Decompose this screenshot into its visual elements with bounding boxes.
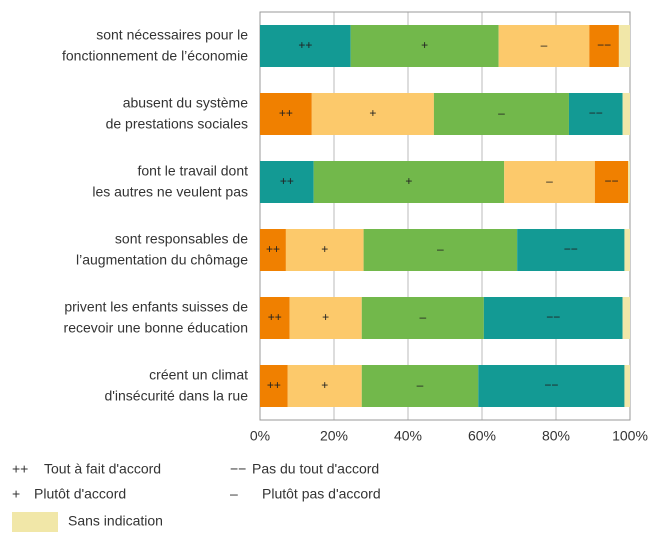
bar-segment (285, 229, 364, 271)
category-label: sont responsables de (115, 231, 248, 247)
segment-label: – (498, 106, 505, 120)
category-label: créent un climat (149, 367, 248, 383)
bar-segment (361, 297, 484, 339)
bar-segment (260, 25, 351, 67)
bar-segment (478, 365, 625, 407)
segment-label: + (369, 106, 376, 120)
legend-swatch (12, 512, 58, 532)
bar-segment (624, 229, 630, 271)
bar-segment (361, 365, 479, 407)
segment-label: – (437, 242, 444, 256)
bar-segment (568, 93, 623, 135)
segment-label: ++ (280, 174, 294, 188)
segment-label: + (321, 378, 328, 392)
segment-label: – (419, 310, 426, 324)
segment-label: – (546, 174, 553, 188)
x-tick-label: 0% (250, 428, 270, 444)
bar-segment (589, 25, 619, 67)
legend-label: Sans indication (68, 513, 163, 529)
segment-label: −− (589, 106, 603, 120)
category-label: les autres ne veulent pas (92, 184, 248, 200)
bar-segment (363, 229, 518, 271)
legend-symbol: ++ (12, 461, 28, 477)
bar-segment (498, 25, 590, 67)
segment-label: −− (564, 242, 578, 256)
category-label: font le travail dont (137, 163, 248, 179)
category-label: d'insécurité dans la rue (104, 388, 248, 404)
legend-label: Pas du tout d'accord (252, 461, 379, 477)
segment-label: ++ (267, 378, 281, 392)
segment-label: −− (546, 310, 560, 324)
bar-segment (260, 229, 286, 271)
bar-segment (622, 93, 630, 135)
legend-symbol: – (230, 486, 238, 502)
bar-segment (483, 297, 623, 339)
category-label: l’augmentation du chômage (76, 252, 248, 268)
category-label: de prestations sociales (106, 116, 248, 132)
x-tick-label: 60% (468, 428, 496, 444)
bar-segment (624, 365, 630, 407)
segment-label: ++ (279, 106, 293, 120)
bar-segment (260, 161, 314, 203)
segment-label: ++ (268, 310, 282, 324)
legend-symbol: + (12, 486, 20, 502)
bar-segment (311, 93, 434, 135)
bar-segment (618, 25, 630, 67)
legend-label: Plutôt pas d'accord (262, 486, 381, 502)
bar-segment (260, 93, 312, 135)
segment-label: + (322, 310, 329, 324)
segment-label: ++ (266, 242, 280, 256)
bar-segment (504, 161, 595, 203)
bar-segment (260, 365, 288, 407)
category-label: abusent du système (123, 95, 249, 111)
segment-label: ++ (298, 38, 312, 52)
bar-segment (313, 161, 505, 203)
bar-segment (628, 161, 630, 203)
bar-segment (287, 365, 362, 407)
segment-label: + (405, 174, 412, 188)
category-label: recevoir une bonne éducation (64, 320, 248, 336)
x-tick-label: 100% (612, 428, 648, 444)
segment-label: −− (604, 174, 618, 188)
x-tick-label: 20% (320, 428, 348, 444)
segment-label: – (541, 38, 548, 52)
bar-segment (594, 161, 629, 203)
segment-label: – (417, 378, 424, 392)
bar-segment (350, 25, 499, 67)
segment-label: −− (597, 38, 611, 52)
bar-segment (433, 93, 569, 135)
legend-symbol: −− (230, 461, 246, 477)
bar-segment (517, 229, 625, 271)
category-label: sont nécessaires pour le (96, 27, 248, 43)
segment-label: + (421, 38, 428, 52)
segment-label: −− (544, 378, 558, 392)
bar-segment (289, 297, 362, 339)
plot-frame (259, 11, 631, 421)
segment-label: + (321, 242, 328, 256)
bar-segment (260, 297, 290, 339)
bar-segment (622, 297, 630, 339)
x-tick-label: 40% (394, 428, 422, 444)
category-label: fonctionnement de l’économie (62, 48, 248, 64)
legend-label: Plutôt d'accord (34, 486, 126, 502)
x-tick-label: 80% (542, 428, 570, 444)
legend-label: Tout à fait d'accord (44, 461, 161, 477)
category-label: privent les enfants suisses de (64, 299, 248, 315)
